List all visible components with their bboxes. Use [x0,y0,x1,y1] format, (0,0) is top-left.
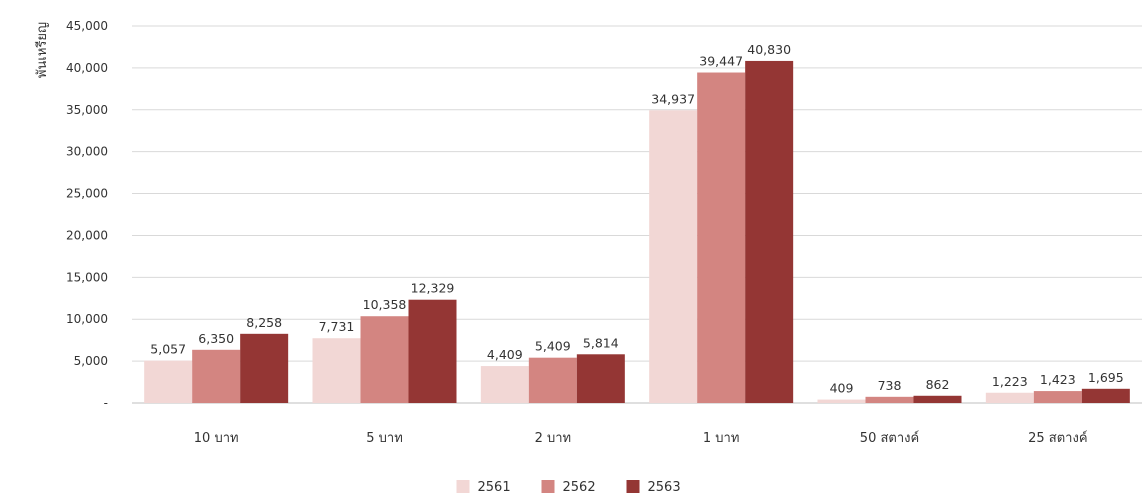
legend-label: 2561 [478,480,511,495]
y-tick-label: 30,000 [66,145,108,159]
bars [144,60,1130,404]
legend-swatch [541,480,555,493]
y-tick-label: - [104,396,108,410]
y-tick-label: 10,000 [66,312,108,326]
data-label: 5,409 [535,339,571,354]
bar-2562 [528,357,577,403]
y-axis-ticks: - 5,000 10,000 15,000 20,000 25,000 30,000 35,0… [66,19,108,410]
bar-2562 [192,349,241,403]
data-label: 8,258 [246,315,282,330]
y-tick-label: 5,000 [74,354,108,368]
bar-2561 [312,338,361,403]
y-tick-label: 25,000 [66,187,108,201]
y-tick-label: 35,000 [66,103,108,117]
data-label: 5,814 [583,335,619,350]
y-tick-label: 20,000 [66,228,108,242]
data-label: 34,937 [651,91,695,106]
x-category-label: 50 สตางค์ [860,430,919,446]
bar-2561 [817,399,866,403]
data-label: 1,695 [1088,370,1124,385]
bar-2562 [1033,391,1082,403]
y-tick-label: 15,000 [66,270,108,284]
bar-2561 [649,110,698,404]
y-tick-label: 40,000 [66,61,108,75]
legend: 2561 2562 2563 [456,480,681,495]
legend-swatch [626,480,640,493]
bar-2563 [240,333,289,403]
data-label: 40,830 [747,42,791,57]
y-tick-label: 45,000 [66,19,108,33]
legend-label: 2562 [563,480,596,495]
bar-2563 [408,299,457,403]
x-category-label: 25 สตางค์ [1028,430,1087,446]
bar-2561 [144,360,193,403]
y-axis-title: พันเหรียญ [34,22,50,78]
data-label: 10,358 [363,297,407,312]
data-label: 39,447 [699,54,743,69]
bar-2562 [865,396,914,403]
data-label: 409 [830,381,854,396]
legend-swatch [456,480,470,493]
bar-2561 [985,392,1034,403]
bar-2563 [1081,388,1130,403]
gridlines [132,25,1142,404]
legend-label: 2563 [648,480,681,495]
data-labels: 5,057 6,350 8,258 7,731 10,358 12,329 4,409 5,4… [150,42,1123,396]
data-label: 6,350 [198,331,234,346]
bar-2563 [913,395,962,403]
x-category-label: 1 บาท [703,431,740,446]
bar-2563 [576,354,625,403]
data-label: 738 [878,378,902,393]
x-category-label: 5 บาท [366,431,403,446]
bar-2563 [745,60,794,403]
data-label: 1,423 [1040,372,1076,387]
data-label: 12,329 [411,281,455,296]
x-axis-categories: 10 บาท 5 บาท 2 บาท 1 บาท 50 สตางค์ 25 สตางค์ [194,430,1088,446]
bar-2561 [480,366,529,403]
data-label: 862 [926,377,950,392]
bar-2562 [697,72,746,404]
x-category-label: 10 บาท [194,431,239,446]
data-label: 1,223 [992,374,1028,389]
data-label: 5,057 [150,342,186,357]
data-label: 7,731 [319,319,355,334]
data-label: 4,409 [487,347,523,362]
x-category-label: 2 บาท [535,431,572,446]
bar-2562 [360,316,409,403]
